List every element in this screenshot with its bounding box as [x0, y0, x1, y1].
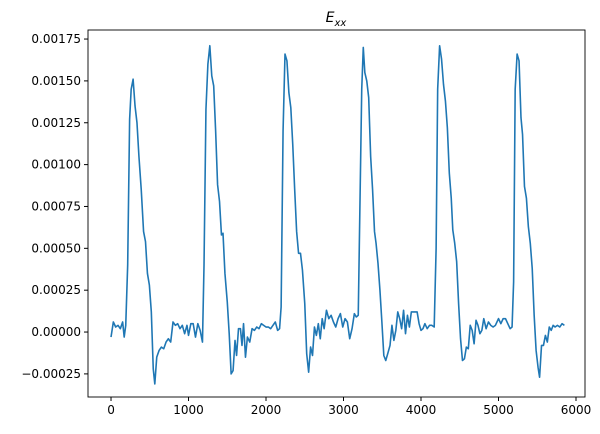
x-tick-label: 0: [107, 403, 115, 417]
x-tick-label: 1000: [173, 403, 204, 417]
x-tick-label: 2000: [251, 403, 282, 417]
y-tick-label: 0.00075: [31, 199, 81, 213]
y-tick-label: 0.00100: [31, 158, 81, 172]
y-tick-label: 0.00000: [31, 325, 81, 339]
x-tick-label: 4000: [406, 403, 437, 417]
data-line: [110, 44, 565, 385]
x-tick-label: 3000: [328, 403, 359, 417]
y-tick-label: 0.00150: [31, 74, 81, 88]
plot-frame: [87, 29, 586, 398]
x-tick-label: 6000: [561, 403, 592, 417]
y-tick-label: −0.00025: [21, 367, 81, 381]
title-text: E: [326, 10, 335, 26]
title-subscript: xx: [334, 18, 347, 29]
y-tick-label: 0.00025: [31, 283, 81, 297]
y-tick-label: 0.00175: [31, 32, 81, 46]
x-tick-label: 5000: [483, 403, 514, 417]
y-tick-label: 0.00125: [31, 116, 81, 130]
chart-title: Exx: [326, 10, 347, 29]
y-tick-label: 0.00050: [31, 241, 81, 255]
